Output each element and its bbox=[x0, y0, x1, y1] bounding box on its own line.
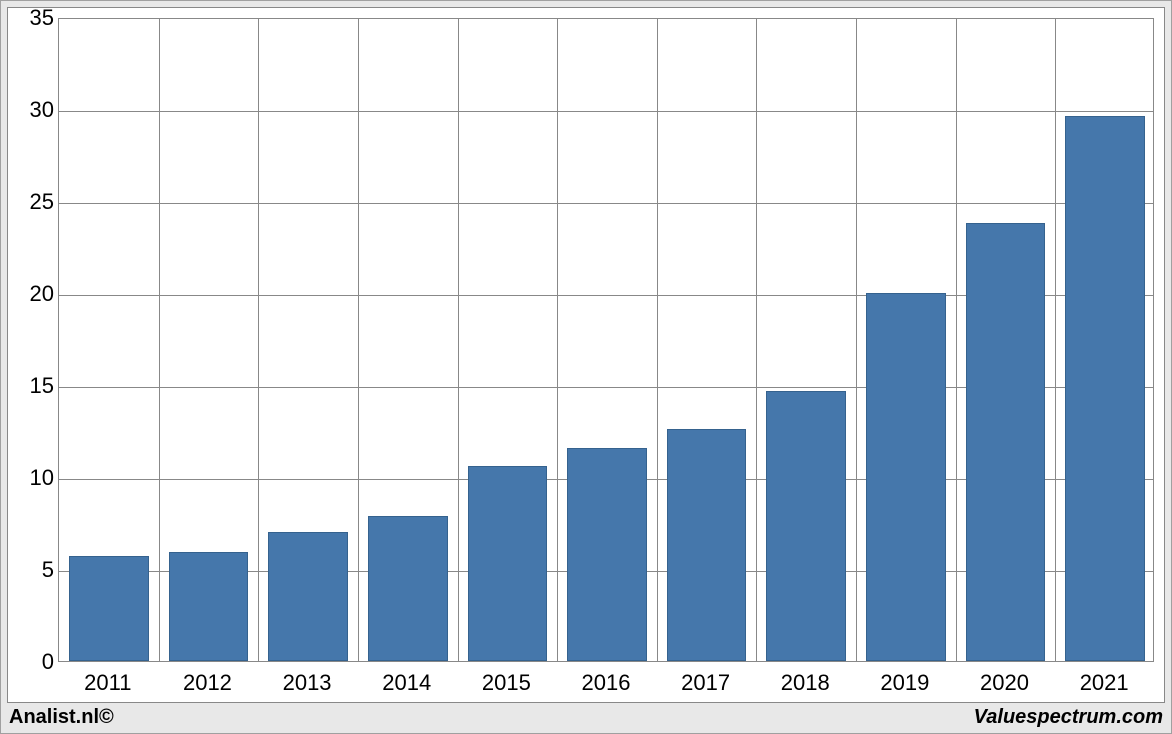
gridline-vertical bbox=[657, 19, 658, 661]
y-tick-label: 20 bbox=[16, 281, 54, 307]
bar bbox=[368, 516, 448, 661]
bar bbox=[69, 556, 149, 661]
bar bbox=[468, 466, 548, 661]
gridline-horizontal bbox=[59, 111, 1153, 112]
x-tick-label: 2018 bbox=[781, 670, 830, 696]
y-tick-label: 25 bbox=[16, 189, 54, 215]
y-tick-label: 30 bbox=[16, 97, 54, 123]
bar bbox=[966, 223, 1046, 661]
bar bbox=[866, 293, 946, 661]
x-tick-label: 2020 bbox=[980, 670, 1029, 696]
plot-area bbox=[58, 18, 1154, 662]
gridline-vertical bbox=[756, 19, 757, 661]
y-tick-label: 15 bbox=[16, 373, 54, 399]
bar bbox=[667, 429, 747, 661]
x-tick-label: 2015 bbox=[482, 670, 531, 696]
y-tick-label: 10 bbox=[16, 465, 54, 491]
chart-frame: 0 5 10 15 20 25 30 35 2011 2012 2013 2014 2015 2016 20… bbox=[7, 7, 1165, 703]
x-tick-label: 2012 bbox=[183, 670, 232, 696]
gridline-vertical bbox=[358, 19, 359, 661]
y-tick-label: 0 bbox=[16, 649, 54, 675]
y-tick-label: 5 bbox=[16, 557, 54, 583]
bar bbox=[766, 391, 846, 661]
chart-container: 0 5 10 15 20 25 30 35 2011 2012 2013 2014 2015 2016 20… bbox=[0, 0, 1172, 734]
gridline-vertical bbox=[458, 19, 459, 661]
gridline-vertical bbox=[1055, 19, 1056, 661]
gridline-vertical bbox=[258, 19, 259, 661]
x-tick-label: 2021 bbox=[1080, 670, 1129, 696]
x-tick-label: 2011 bbox=[84, 670, 131, 696]
bar bbox=[268, 532, 348, 661]
gridline-vertical bbox=[956, 19, 957, 661]
gridline-vertical bbox=[856, 19, 857, 661]
footer-left-text: Analist.nl© bbox=[9, 706, 114, 729]
bar bbox=[1065, 116, 1145, 661]
x-tick-label: 2019 bbox=[880, 670, 929, 696]
gridline-vertical bbox=[557, 19, 558, 661]
x-tick-label: 2013 bbox=[283, 670, 332, 696]
x-tick-label: 2016 bbox=[582, 670, 631, 696]
y-tick-label: 35 bbox=[16, 5, 54, 31]
x-tick-label: 2017 bbox=[681, 670, 730, 696]
gridline-horizontal bbox=[59, 203, 1153, 204]
bar bbox=[567, 448, 647, 661]
gridline-vertical bbox=[159, 19, 160, 661]
footer-right-text: Valuespectrum.com bbox=[974, 706, 1163, 729]
x-tick-label: 2014 bbox=[382, 670, 431, 696]
bar bbox=[169, 552, 249, 661]
